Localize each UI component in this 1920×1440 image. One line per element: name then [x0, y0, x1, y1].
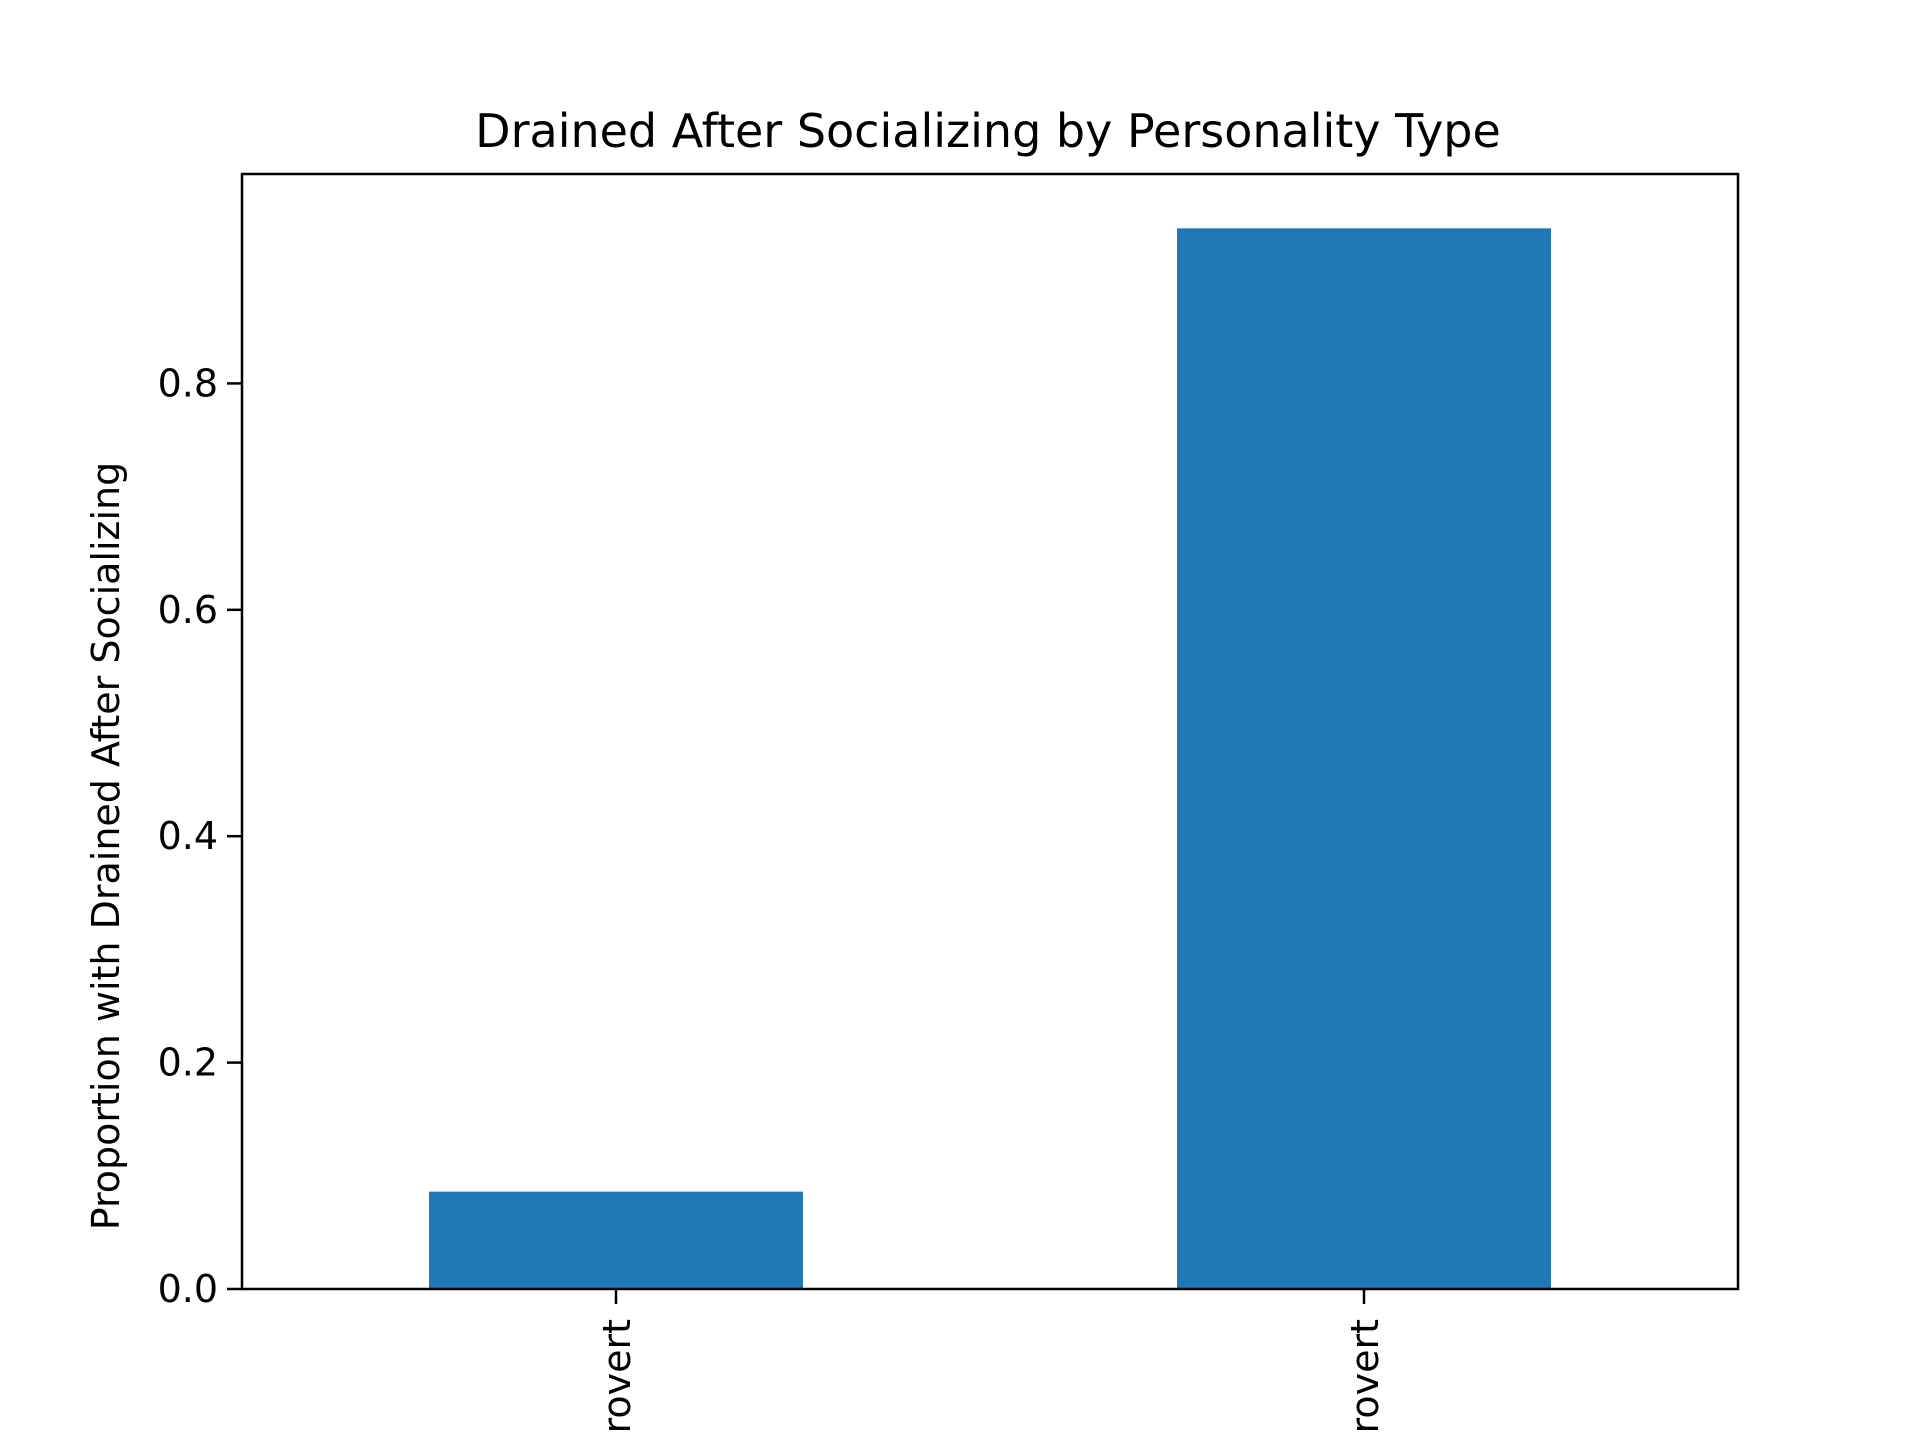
y-axis-ticks: 0.0 0.2 0.4 0.6 0.8: [158, 361, 242, 1311]
y-tick-label: 0.0: [158, 1267, 218, 1311]
y-tick-label: 0.8: [158, 361, 218, 405]
y-axis-label: Proportion with Drained After Socializin…: [84, 462, 128, 1231]
y-tick-label: 0.2: [158, 1041, 218, 1085]
plot-area-frame: [240, 172, 1740, 1291]
y-tick-label: 0.6: [158, 588, 218, 632]
chart-title: Drained After Socializing by Personality…: [475, 104, 1501, 158]
bar-introvert: [1177, 228, 1551, 1290]
x-tick-label: rovert: [595, 1319, 639, 1433]
bars-group: [429, 228, 1551, 1290]
bar-extrovert: [429, 1191, 803, 1289]
x-axis-ticks: rovert rovert: [595, 1289, 1387, 1433]
y-tick-label: 0.4: [158, 814, 218, 858]
x-tick-label: rovert: [1343, 1319, 1387, 1433]
